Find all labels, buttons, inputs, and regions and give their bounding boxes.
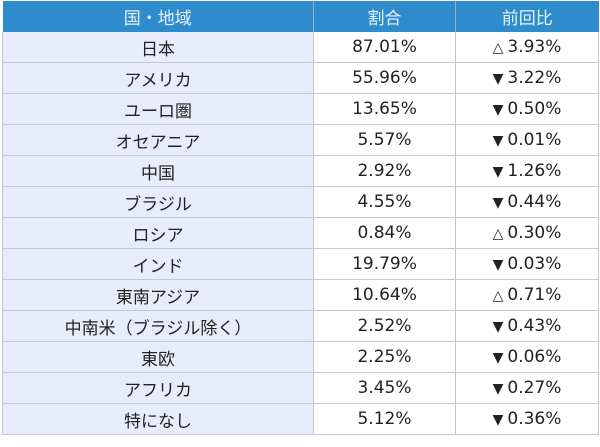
up-triangle-icon: △: [492, 288, 504, 304]
region-cell: 特になし: [2, 403, 314, 435]
down-triangle-icon: ▼: [492, 195, 504, 211]
region-cell: ロシア: [2, 217, 314, 249]
change-cell: ▼ 0.36%: [455, 403, 599, 435]
change-cell: ▼ 0.06%: [455, 341, 599, 373]
region-cell: アフリカ: [2, 372, 314, 404]
change-cell: △ 3.93%: [455, 32, 599, 63]
change-cell: ▼ 0.43%: [455, 310, 599, 342]
change-value: 0.44%: [507, 192, 562, 212]
change-value: 0.30%: [507, 223, 562, 243]
table-row: アフリカ 3.45% ▼ 0.27%: [2, 372, 599, 404]
change-value: 0.36%: [507, 409, 562, 429]
share-cell: 4.55%: [313, 186, 456, 218]
change-value: 0.71%: [507, 285, 562, 305]
table-row: 中国 2.92% ▼ 1.26%: [2, 155, 599, 187]
change-value: 1.26%: [507, 161, 562, 181]
change-cell: ▼ 0.03%: [455, 248, 599, 280]
change-cell: ▼ 0.44%: [455, 186, 599, 218]
change-cell: ▼ 3.22%: [455, 62, 599, 94]
table-row: アメリカ 55.96% ▼ 3.22%: [2, 62, 599, 94]
table-row: 日本 87.01% △ 3.93%: [2, 32, 599, 63]
share-cell: 10.64%: [313, 279, 456, 311]
share-cell: 13.65%: [313, 93, 456, 125]
region-cell: 東南アジア: [2, 279, 314, 311]
table-row: オセアニア 5.57% ▼ 0.01%: [2, 124, 599, 156]
share-cell: 3.45%: [313, 372, 456, 404]
table-row: ブラジル 4.55% ▼ 0.44%: [2, 186, 599, 218]
share-cell: 0.84%: [313, 217, 456, 249]
share-cell: 55.96%: [313, 62, 456, 94]
down-triangle-icon: ▼: [492, 164, 504, 180]
share-cell: 2.52%: [313, 310, 456, 342]
change-value: 0.06%: [507, 347, 562, 367]
down-triangle-icon: ▼: [492, 350, 504, 366]
change-cell: △ 0.71%: [455, 279, 599, 311]
region-cell: 中国: [2, 155, 314, 187]
header-region: 国・地域: [2, 1, 314, 32]
table-row: インド 19.79% ▼ 0.03%: [2, 248, 599, 280]
down-triangle-icon: ▼: [492, 412, 504, 428]
region-cell: ユーロ圏: [2, 93, 314, 125]
change-value: 0.03%: [507, 254, 562, 274]
table-header: 国・地域 割合 前回比: [2, 1, 599, 32]
header-share: 割合: [313, 1, 456, 32]
table-row: 東欧 2.25% ▼ 0.06%: [2, 341, 599, 373]
up-triangle-icon: △: [492, 226, 504, 242]
region-cell: オセアニア: [2, 124, 314, 156]
table-row: 東南アジア 10.64% △ 0.71%: [2, 279, 599, 311]
change-value: 0.43%: [507, 316, 562, 336]
change-value: 3.22%: [507, 68, 562, 88]
down-triangle-icon: ▼: [492, 257, 504, 273]
change-cell: ▼ 0.27%: [455, 372, 599, 404]
up-triangle-icon: △: [492, 40, 504, 56]
change-value: 3.93%: [507, 37, 562, 57]
down-triangle-icon: ▼: [492, 102, 504, 118]
change-cell: ▼ 0.01%: [455, 124, 599, 156]
region-cell: 中南米（ブラジル除く）: [2, 310, 314, 342]
table-row: ユーロ圏 13.65% ▼ 0.50%: [2, 93, 599, 125]
share-cell: 2.92%: [313, 155, 456, 187]
share-cell: 2.25%: [313, 341, 456, 373]
table-row: 中南米（ブラジル除く） 2.52% ▼ 0.43%: [2, 310, 599, 342]
region-cell: 東欧: [2, 341, 314, 373]
share-cell: 5.12%: [313, 403, 456, 435]
down-triangle-icon: ▼: [492, 133, 504, 149]
region-cell: 日本: [2, 32, 314, 63]
down-triangle-icon: ▼: [492, 71, 504, 87]
change-cell: ▼ 1.26%: [455, 155, 599, 187]
down-triangle-icon: ▼: [492, 381, 504, 397]
region-cell: ブラジル: [2, 186, 314, 218]
share-cell: 87.01%: [313, 32, 456, 63]
change-value: 0.27%: [507, 378, 562, 398]
header-change: 前回比: [455, 1, 599, 32]
down-triangle-icon: ▼: [492, 319, 504, 335]
table-row: ロシア 0.84% △ 0.30%: [2, 217, 599, 249]
share-cell: 19.79%: [313, 248, 456, 280]
region-cell: インド: [2, 248, 314, 280]
change-value: 0.50%: [507, 99, 562, 119]
change-value: 0.01%: [507, 130, 562, 150]
change-cell: ▼ 0.50%: [455, 93, 599, 125]
change-cell: △ 0.30%: [455, 217, 599, 249]
region-share-table: 国・地域 割合 前回比 日本 87.01% △ 3.93% アメリカ 55.96% ▼ 3.2…: [2, 1, 599, 435]
region-cell: アメリカ: [2, 62, 314, 94]
table-row: 特になし 5.12% ▼ 0.36%: [2, 403, 599, 435]
share-cell: 5.57%: [313, 124, 456, 156]
table-body: 日本 87.01% △ 3.93% アメリカ 55.96% ▼ 3.22% ユーロ圏 13.65%…: [2, 32, 599, 435]
